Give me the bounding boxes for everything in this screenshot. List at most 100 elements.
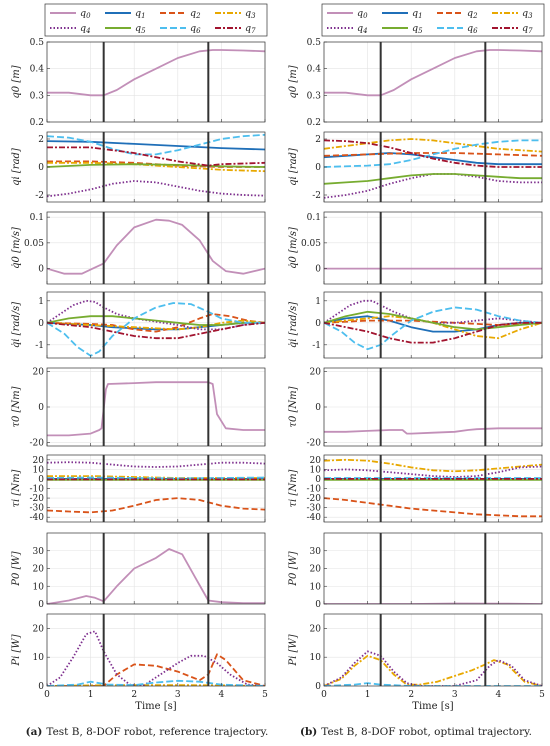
panel-left-row-5: -20 0 20 τ0 [Nm] (11, 368, 266, 448)
y-axis-label: τi [Nm] (288, 469, 299, 507)
series-group (47, 133, 265, 198)
y-tick-label: -40 (307, 513, 322, 523)
x-tick-label: 1 (365, 690, 371, 700)
legend-label-q2: q2 (467, 8, 478, 20)
panel-left-row-1: 0.2 0.3 0.4 0.5 q0 [m] (11, 38, 266, 128)
series-group (47, 49, 265, 97)
y-tick-label: 20 (33, 456, 45, 466)
panel-right-row-7: 0 10 20 30 P0 [W] (288, 532, 543, 610)
panel-right-row-8: 0 10 20 0 1 2 3 4 5 Time [s] Pi [W] (288, 613, 545, 712)
panel-left-row-2: -2 0 2 qi [rad] (11, 131, 266, 203)
plot-area (324, 212, 542, 284)
series-line-q2 (47, 653, 265, 686)
series-line-q5 (324, 173, 542, 185)
y-axis-label: τ0 [Nm] (288, 386, 299, 427)
y-tick-label: -30 (30, 504, 45, 514)
panel-left-row-4: -1 0 1 q̇i [rad/s] (11, 291, 266, 359)
series-group (324, 458, 542, 518)
series-line-q0 (324, 49, 542, 97)
legend-label-q6: q6 (467, 23, 478, 35)
series-line-q4 (47, 630, 265, 686)
y-axis-label: q0 [m] (11, 65, 22, 98)
y-tick-label: -30 (307, 504, 322, 514)
caption-left-text: Test B, 8-DOF robot, reference trajector… (46, 726, 268, 738)
y-tick-label: -10 (30, 485, 45, 495)
legend-label-q6: q6 (190, 23, 201, 35)
y-tick-label: 10 (33, 653, 45, 663)
x-tick-label: 1 (88, 690, 94, 700)
series-line-q7 (47, 321, 265, 340)
x-tick-label: 3 (452, 690, 458, 700)
y-tick-label: 20 (310, 368, 322, 378)
caption-right-text: Test B, 8-DOF robot, optimal trajectory. (321, 726, 532, 738)
series-line-q0 (47, 218, 265, 275)
y-tick-label: 10 (310, 465, 322, 475)
y-tick-label: 30 (310, 547, 322, 557)
legend-label-q5: q5 (412, 23, 423, 35)
y-tick-label: 0 (38, 163, 44, 173)
panel-right-row-2: -2 0 2 qi [rad] (288, 131, 543, 203)
legend-label-q4: q4 (357, 23, 368, 35)
series-line-q1 (47, 140, 265, 151)
legend-label-q3: q3 (522, 8, 533, 20)
y-tick-label: 0 (315, 319, 321, 329)
y-tick-label: 0 (315, 600, 321, 610)
y-tick-label: 20 (310, 565, 322, 575)
y-tick-label: 0.2 (30, 118, 44, 128)
series-line-q7 (324, 139, 542, 168)
y-axis-label: Pi [W] (11, 634, 22, 666)
series-line-q4 (47, 299, 265, 331)
legend-label-q7: q7 (522, 23, 533, 35)
series-line-q2 (324, 319, 542, 326)
series-line-q2 (47, 497, 265, 514)
y-tick-label: 0 (38, 265, 44, 275)
legend-box (321, 3, 545, 37)
y-tick-label: 0.1 (30, 213, 44, 223)
x-axis-label: Time [s] (135, 701, 176, 712)
y-tick-label: 20 (33, 565, 45, 575)
series-group (47, 381, 265, 437)
y-tick-label: 1 (315, 297, 321, 307)
legend-label-q3: q3 (245, 8, 256, 20)
y-tick-label: 10 (310, 582, 322, 592)
plot-area (324, 42, 542, 122)
y-tick-label: 0 (38, 600, 44, 610)
series-group (324, 138, 542, 199)
panel-right-row-5: -20 0 20 τ0 [Nm] (288, 368, 543, 448)
y-axis-label: τi [Nm] (11, 469, 22, 507)
series-line-q7 (324, 321, 542, 344)
y-axis-label: q0 [m] (288, 65, 299, 98)
series-line-q0 (47, 381, 265, 437)
y-tick-label: 0.5 (307, 38, 322, 48)
series-line-q3 (47, 161, 265, 173)
x-tick-label: 0 (321, 690, 327, 700)
y-tick-label: 0.3 (307, 91, 322, 101)
y-tick-label: 0.2 (307, 118, 321, 128)
series-line-q2 (324, 497, 542, 518)
y-tick-label: 0.05 (301, 239, 321, 249)
y-tick-label: 0 (38, 475, 44, 485)
y-tick-label: 20 (310, 456, 322, 466)
y-tick-label: 0 (315, 163, 321, 173)
y-axis-label: P0 [W] (288, 551, 299, 586)
y-axis-label: q̇i [rad/s] (288, 302, 299, 348)
y-tick-label: 10 (310, 653, 322, 663)
y-tick-label: 20 (310, 624, 322, 634)
series-line-q6 (324, 306, 542, 351)
series-line-q6 (47, 476, 265, 480)
axes-frame (46, 613, 266, 687)
x-tick-label: 3 (175, 690, 181, 700)
panel-right-row-3: 0 0.05 0.1 q̇0 [m/s] (288, 211, 543, 285)
y-tick-label: 0.5 (30, 38, 45, 48)
series-group (47, 218, 265, 275)
y-axis-label: q̇0 [m/s] (288, 227, 299, 269)
y-axis-label: q̇i [rad/s] (11, 302, 22, 348)
axes-frame (323, 613, 543, 687)
series-line-q5 (47, 315, 265, 326)
panel-left-row-7: 0 10 20 30 P0 [W] (11, 532, 266, 610)
series-line-q4 (324, 465, 542, 478)
panel-right-row-1: 0.2 0.3 0.4 0.5 q0 [m] (288, 38, 543, 128)
y-tick-label: 0.4 (307, 65, 322, 75)
